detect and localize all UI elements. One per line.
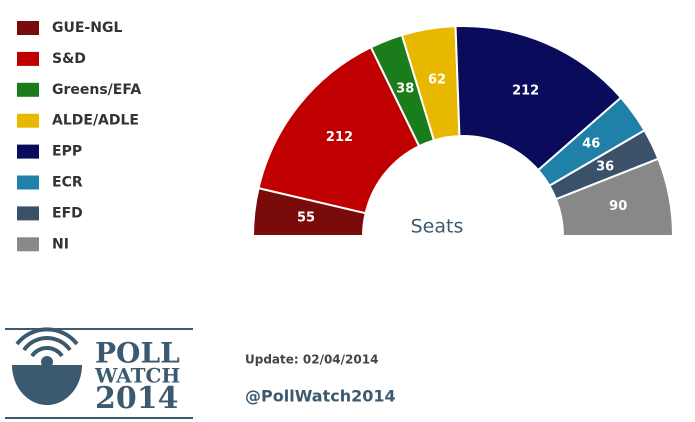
segment-label: 90 bbox=[609, 199, 627, 214]
update-date: Update: 02/04/2014 bbox=[245, 353, 378, 367]
legend-label: EFD bbox=[52, 205, 83, 221]
seat-segment bbox=[454, 25, 623, 172]
legend-swatch bbox=[17, 82, 39, 97]
segment-label: 38 bbox=[396, 81, 414, 96]
legend-label: S&D bbox=[52, 51, 86, 67]
logo-text: WATCH bbox=[94, 364, 180, 388]
legend-swatch bbox=[17, 206, 39, 221]
segment-label: 62 bbox=[428, 73, 446, 88]
legend-swatch bbox=[17, 144, 39, 159]
segment-label: 55 bbox=[297, 210, 315, 225]
logo-icon bbox=[12, 365, 82, 405]
legend-swatch bbox=[17, 51, 39, 66]
legend-label: GUE-NGL bbox=[52, 20, 122, 36]
legend-swatch bbox=[17, 21, 39, 35]
legend-label: ECR bbox=[52, 175, 83, 191]
center-label: Seats bbox=[411, 216, 464, 238]
legend-swatch bbox=[17, 175, 39, 190]
seat-segment bbox=[257, 45, 421, 215]
logo-text: 2014 bbox=[95, 381, 179, 416]
logo-text: POLL bbox=[95, 337, 180, 370]
legend-label: Greens/EFA bbox=[52, 82, 141, 98]
legend-swatch bbox=[17, 237, 39, 252]
legend-label: EPP bbox=[52, 144, 82, 160]
twitter-handle[interactable]: @PollWatch2014 bbox=[245, 387, 396, 406]
seat-segment bbox=[554, 157, 675, 237]
segment-label: 46 bbox=[582, 136, 600, 151]
segment-label: 36 bbox=[596, 160, 614, 175]
legend-swatch bbox=[17, 113, 39, 128]
segment-label: 212 bbox=[326, 130, 353, 145]
legend-label: NI bbox=[52, 236, 69, 252]
logo-waves bbox=[15, 327, 79, 358]
logo: POLL WATCH 2014 bbox=[5, 327, 193, 419]
legend-label: ALDE/ADLE bbox=[52, 113, 139, 129]
segment-label: 212 bbox=[512, 83, 539, 98]
logo-icon bbox=[41, 356, 53, 368]
